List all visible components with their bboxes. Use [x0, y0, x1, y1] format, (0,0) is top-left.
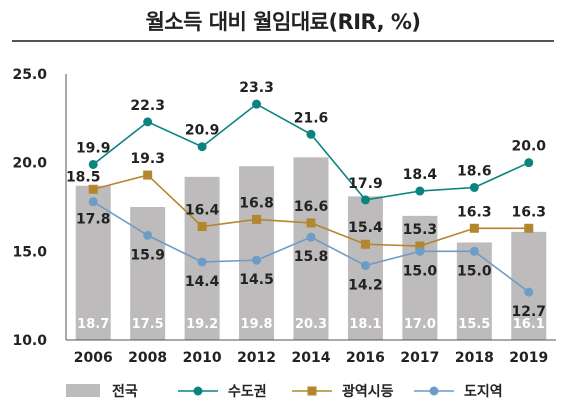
series-point-수도권: [524, 158, 534, 168]
series-point-도지역: [88, 197, 98, 207]
series-point-도지역: [469, 246, 479, 256]
bar-value-label: 19.8: [241, 317, 273, 332]
bar-value-label: 19.2: [186, 317, 218, 332]
data-label-도지역: 15.0: [403, 263, 438, 279]
y-tick-label: 25.0: [12, 67, 47, 83]
data-label-수도권: 19.9: [76, 140, 111, 156]
series-point-도지역: [415, 246, 425, 256]
series-point-광역시등: [524, 223, 534, 233]
bar-2012: [239, 166, 275, 340]
data-label-도지역: 15.0: [457, 263, 492, 279]
bar-value-label: 17.5: [132, 317, 164, 332]
series-point-수도권: [88, 159, 98, 169]
bar-value-label: 16.1: [513, 317, 545, 332]
y-tick-label: 15.0: [12, 244, 47, 260]
series-point-수도권: [415, 186, 425, 196]
x-tick-label: 2012: [237, 350, 276, 366]
data-label-도지역: 14.4: [185, 274, 220, 290]
bar-2014: [293, 157, 329, 340]
data-label-도지역: 15.8: [294, 249, 329, 265]
x-tick-label: 2017: [400, 350, 439, 366]
bar-2006: [75, 185, 111, 340]
data-label-도지역: 17.8: [76, 212, 111, 228]
series-point-수도권: [360, 195, 370, 205]
data-label-수도권: 18.4: [403, 167, 438, 183]
data-label-광역시등: 15.4: [348, 220, 383, 236]
bar-2018: [456, 242, 492, 340]
series-point-수도권: [306, 129, 316, 139]
data-label-광역시등: 18.5: [66, 169, 101, 185]
series-point-수도권: [469, 182, 479, 192]
bar-value-label: 17.0: [404, 317, 436, 332]
x-tick-label: 2019: [509, 350, 548, 366]
data-label-도지역: 12.7: [512, 304, 547, 320]
bar-value-label: 18.7: [77, 317, 109, 332]
y-tick-label: 10.0: [12, 333, 47, 349]
legend-label: 수도권: [228, 384, 267, 400]
x-tick-label: 2010: [183, 350, 222, 366]
series-point-도지역: [197, 257, 207, 267]
x-tick-label: 2008: [128, 350, 167, 366]
series-point-광역시등: [252, 214, 262, 224]
y-tick-label: 20.0: [12, 156, 47, 172]
data-label-도지역: 15.9: [130, 247, 165, 263]
title-rule: [12, 40, 554, 42]
data-label-광역시등: 16.3: [512, 204, 547, 220]
chart-title: 월소득 대비 월임대료(RIR, %): [145, 10, 421, 34]
legend-label: 도지역: [464, 383, 503, 400]
data-label-도지역: 14.5: [239, 272, 274, 288]
series-point-광역시등: [143, 170, 153, 180]
series-point-도지역: [306, 232, 316, 242]
series-point-광역시등: [197, 222, 207, 232]
data-label-수도권: 18.6: [457, 163, 492, 179]
series-point-수도권: [197, 142, 207, 152]
bar-value-label: 15.5: [458, 317, 490, 332]
data-label-수도권: 23.3: [239, 80, 274, 96]
data-label-수도권: 22.3: [130, 98, 165, 114]
bar-2008: [130, 207, 166, 340]
data-label-광역시등: 16.4: [185, 203, 220, 219]
series-point-광역시등: [88, 184, 98, 194]
series-point-도지역: [143, 230, 153, 240]
data-label-광역시등: 16.6: [294, 199, 329, 215]
series-point-광역시등: [415, 241, 425, 251]
data-label-광역시등: 15.3: [403, 222, 438, 238]
data-label-광역시등: 16.8: [239, 195, 274, 211]
legend-label: 광역시등: [342, 383, 394, 400]
legend-marker-수도권: [193, 386, 203, 396]
x-tick-label: 2018: [455, 350, 494, 366]
series-point-광역시등: [306, 218, 316, 228]
series-point-수도권: [143, 117, 153, 127]
data-label-광역시등: 16.3: [457, 204, 492, 220]
legend-swatch-전국: [66, 384, 100, 397]
data-label-광역시등: 19.3: [130, 151, 165, 167]
legend-marker-도지역: [429, 386, 439, 396]
data-label-수도권: 20.9: [185, 123, 220, 139]
data-label-도지역: 14.2: [348, 278, 383, 294]
legend-label: 전국: [112, 383, 138, 400]
series-point-수도권: [252, 99, 262, 109]
series-point-광역시등: [469, 223, 479, 233]
x-tick-label: 2016: [346, 350, 385, 366]
bar-2019: [511, 231, 547, 340]
bar-value-label: 18.1: [349, 317, 381, 332]
data-label-수도권: 21.6: [294, 110, 329, 126]
series-point-도지역: [360, 261, 370, 271]
bar-value-label: 20.3: [295, 317, 327, 332]
x-tick-label: 2006: [74, 350, 113, 366]
x-tick-label: 2014: [292, 350, 331, 366]
series-point-도지역: [524, 287, 534, 297]
data-label-수도권: 20.0: [512, 139, 547, 155]
data-label-수도권: 17.9: [348, 176, 383, 192]
legend-marker-광역시등: [307, 386, 317, 396]
series-point-광역시등: [360, 239, 370, 249]
bar-2017: [402, 215, 438, 340]
series-point-도지역: [252, 255, 262, 265]
